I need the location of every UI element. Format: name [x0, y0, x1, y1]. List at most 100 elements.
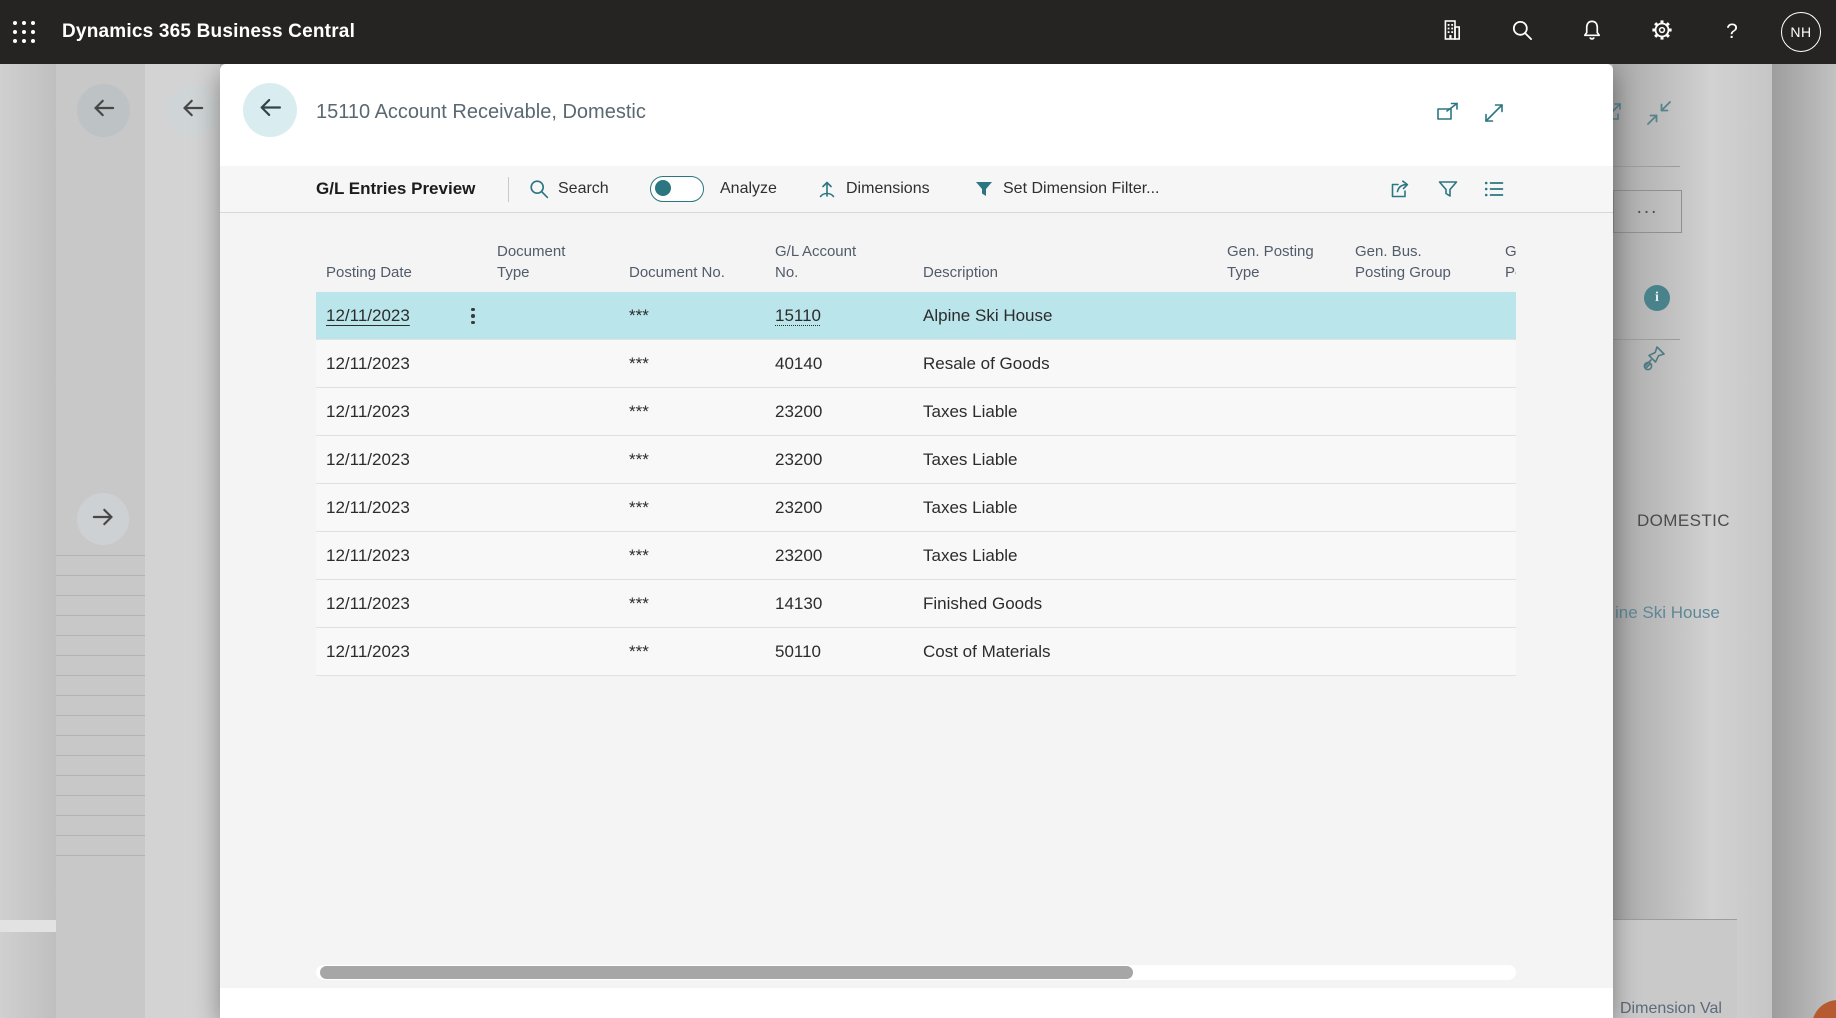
cell-posting-date[interactable]: 12/11/2023: [326, 532, 454, 580]
column-header-gen-prod-group[interactable]: Gen. Prod. Posting Group: [1505, 243, 1516, 281]
horizontal-scrollbar[interactable]: [316, 965, 1516, 980]
company-button[interactable]: [1429, 0, 1475, 64]
cell-value: 12/11/2023: [326, 594, 410, 613]
cell-account-no[interactable]: 23200: [775, 436, 911, 484]
analyze-toggle[interactable]: [650, 176, 704, 202]
background-list-rows: [56, 536, 145, 860]
cell-gen-bus-group: [1355, 580, 1497, 628]
cell-gen-prod-group: [1505, 580, 1516, 628]
cell-value: 23200: [775, 546, 823, 565]
cell-doc-type: [497, 388, 617, 436]
cell-gen-prod-group: [1505, 628, 1516, 676]
list-caption: G/L Entries Preview: [316, 179, 476, 198]
column-header-doc-type[interactable]: Document Type: [497, 243, 566, 281]
cell-doc-type: [497, 532, 617, 580]
cell-doc-no: ***: [629, 484, 763, 532]
cell-account-no[interactable]: 50110: [775, 628, 911, 676]
cell-doc-no: ***: [629, 580, 763, 628]
column-header-account-no[interactable]: G/L Account No.: [775, 243, 857, 281]
cell-value: 50110: [775, 642, 822, 661]
cell-gen-posting-type: [1227, 628, 1345, 676]
table-row[interactable]: 12/11/2023 *** 23200 Taxes Liable: [316, 388, 1516, 436]
column-header-doc-no[interactable]: Document No.: [629, 264, 725, 281]
background-expand-pane-button[interactable]: [77, 493, 129, 545]
help-button[interactable]: ?: [1709, 0, 1755, 64]
cell-gen-prod-group: [1505, 388, 1516, 436]
notifications-button[interactable]: [1569, 0, 1615, 64]
dimension-values-label-partial: Dimension Val: [1620, 1000, 1722, 1017]
gear-icon: [1650, 18, 1674, 47]
dimension-value-label: DOMESTIC: [1637, 511, 1730, 530]
open-in-new-window-button[interactable]: [1435, 100, 1461, 126]
app-launcher-button[interactable]: [0, 0, 48, 64]
table-row[interactable]: 12/11/2023 *** 23200 Taxes Liable: [316, 436, 1516, 484]
table-row[interactable]: 12/11/2023 *** 50110 Cost of Materials: [316, 628, 1516, 676]
cell-doc-type: [497, 340, 617, 388]
cell-gen-bus-group: [1355, 292, 1497, 340]
dimensions-action[interactable]: Dimensions: [816, 178, 930, 200]
table-row[interactable]: 12/11/2023 *** 23200 Taxes Liable: [316, 532, 1516, 580]
cell-gen-bus-group: [1355, 484, 1497, 532]
cell-gen-bus-group: [1355, 436, 1497, 484]
toggle-knob: [655, 180, 671, 196]
help-icon: ?: [1726, 20, 1738, 43]
back-arrow-icon: [180, 95, 206, 126]
collapse-window-icon[interactable]: [1645, 99, 1673, 127]
filter-button[interactable]: [1436, 177, 1460, 201]
share-button[interactable]: [1388, 177, 1412, 201]
cell-doc-type: [497, 292, 617, 340]
cell-description: Taxes Liable: [923, 484, 1215, 532]
table-row[interactable]: 12/11/2023 *** 14130 Finished Goods: [316, 580, 1516, 628]
cell-gen-posting-type: [1227, 388, 1345, 436]
cell-posting-date[interactable]: 12/11/2023: [326, 340, 454, 388]
table-row[interactable]: 12/11/2023 *** 23200 Taxes Liable: [316, 484, 1516, 532]
background-back-button[interactable]: [77, 84, 130, 137]
expand-dialog-button[interactable]: [1481, 100, 1507, 126]
cell-account-no[interactable]: 40140: [775, 340, 911, 388]
cell-account-no[interactable]: 14130: [775, 580, 911, 628]
column-header-posting-date[interactable]: Posting Date: [326, 264, 412, 281]
cell-account-no[interactable]: 23200: [775, 388, 911, 436]
search-action[interactable]: Search: [528, 178, 609, 200]
avatar-initials: NH: [1790, 24, 1812, 40]
row-menu-icon[interactable]: [458, 292, 488, 340]
cell-value: ***: [629, 450, 649, 469]
back-button[interactable]: [243, 83, 297, 137]
cell-value: 15110: [775, 306, 822, 325]
cell-posting-date[interactable]: 12/11/2023: [326, 436, 454, 484]
cell-posting-date[interactable]: 12/11/2023: [326, 388, 454, 436]
table-row[interactable]: 12/11/2023 *** 15110 Alpine Ski House: [316, 292, 1516, 340]
analyze-label: Analyze: [720, 180, 777, 197]
cell-posting-date[interactable]: 12/11/2023: [326, 292, 454, 340]
avatar[interactable]: NH: [1781, 12, 1821, 52]
set-dimension-filter-action[interactable]: Set Dimension Filter...: [973, 178, 1160, 200]
cell-gen-posting-type: [1227, 436, 1345, 484]
background-left-band: [0, 920, 56, 932]
cell-doc-no: ***: [629, 628, 763, 676]
list-view-button[interactable]: [1482, 177, 1506, 201]
cell-account-no[interactable]: 23200: [775, 532, 911, 580]
cell-posting-date[interactable]: 12/11/2023: [326, 484, 454, 532]
cell-account-no[interactable]: 15110: [775, 292, 911, 340]
scrollbar-thumb[interactable]: [320, 966, 1133, 979]
account-name-link-partial[interactable]: ine Ski House: [1615, 603, 1720, 622]
background-back-button-2[interactable]: [166, 84, 219, 137]
cell-posting-date[interactable]: 12/11/2023: [326, 580, 454, 628]
cell-doc-no: ***: [629, 532, 763, 580]
cell-posting-date[interactable]: 12/11/2023: [326, 628, 454, 676]
cell-value: ***: [629, 642, 649, 661]
unpin-icon[interactable]: [1640, 343, 1668, 373]
page-title: 15110 Account Receivable, Domestic: [316, 101, 646, 123]
column-header-description[interactable]: Description: [923, 264, 999, 281]
search-button[interactable]: [1499, 0, 1545, 64]
cell-description: Taxes Liable: [923, 532, 1215, 580]
table-row[interactable]: 12/11/2023 *** 40140 Resale of Goods: [316, 340, 1516, 388]
settings-button[interactable]: [1639, 0, 1685, 64]
cell-account-no[interactable]: 23200: [775, 484, 911, 532]
background-separator: [1613, 339, 1680, 340]
app-title: Dynamics 365 Business Central: [62, 21, 356, 42]
more-options-button[interactable]: ...: [1613, 190, 1682, 233]
column-header-gen-posting-type[interactable]: Gen. Posting Type: [1227, 243, 1314, 281]
info-icon[interactable]: i: [1644, 285, 1670, 311]
column-header-gen-bus-group[interactable]: Gen. Bus. Posting Group: [1355, 243, 1451, 281]
